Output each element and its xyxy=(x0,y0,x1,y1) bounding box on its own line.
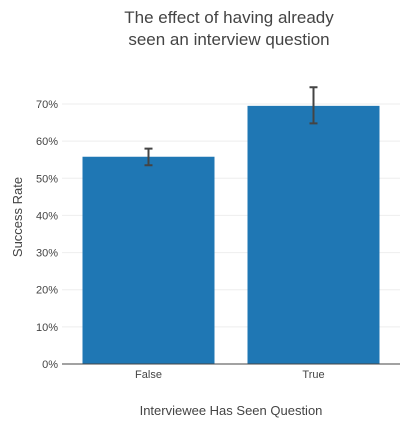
bar-true xyxy=(247,105,380,364)
y-tick-labels: 0% 10% 20% 30% 40% 50% 60% 70% xyxy=(36,99,58,371)
y-tick-label: 50% xyxy=(36,173,58,185)
error-bar-true xyxy=(309,86,318,125)
bar-false xyxy=(82,156,215,364)
y-tick-label: 60% xyxy=(36,136,58,148)
y-tick-label: 0% xyxy=(42,359,58,371)
y-tick-label: 20% xyxy=(36,285,58,297)
y-axis-label: Success Rate xyxy=(10,177,25,257)
y-tick-label: 70% xyxy=(36,99,58,111)
x-axis-label: Interviewee Has Seen Question xyxy=(140,403,323,418)
y-tick-label: 40% xyxy=(36,210,58,222)
error-bar-false xyxy=(144,147,153,167)
x-tick-labels: False True xyxy=(135,369,325,381)
x-tick-label: False xyxy=(135,369,162,381)
error-bars xyxy=(144,86,318,167)
chart-title-line-2: seen an interview question xyxy=(128,30,329,49)
y-tick-label: 30% xyxy=(36,248,58,260)
chart-title-line-1: The effect of having already xyxy=(124,8,334,27)
bars xyxy=(82,105,380,364)
y-tick-label: 10% xyxy=(36,322,58,334)
x-tick-label: True xyxy=(302,369,324,381)
